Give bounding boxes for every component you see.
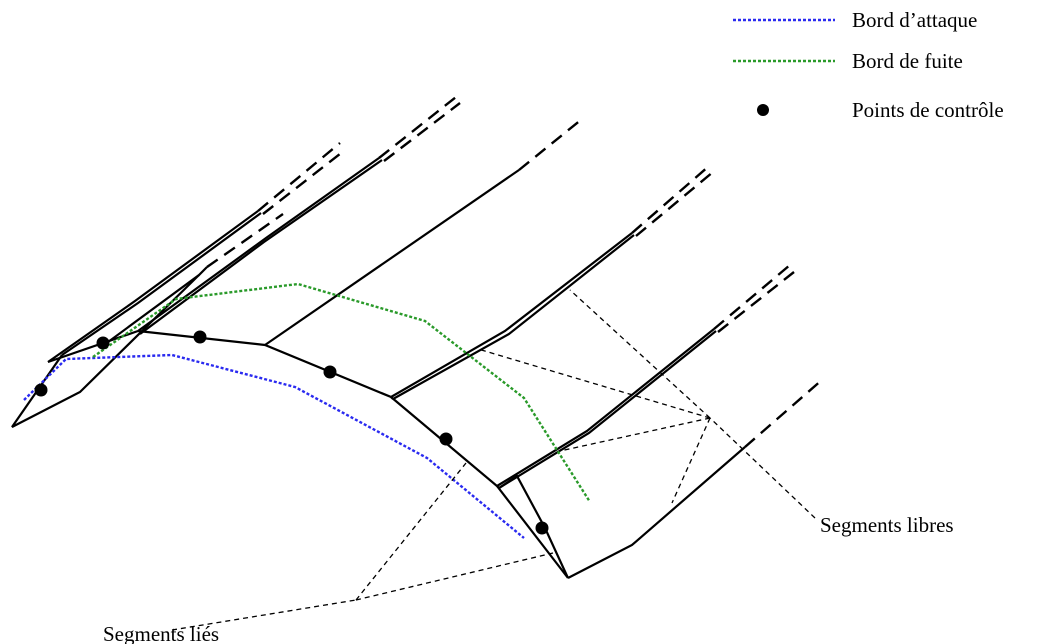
vortex-leg xyxy=(496,328,715,487)
bound-segments xyxy=(11,274,569,579)
free-segments-label: Segments libres xyxy=(820,513,954,537)
leader-line xyxy=(171,599,357,631)
vortex-leg-dash xyxy=(631,165,710,234)
vortex-leg-dash xyxy=(378,96,457,159)
free-vortex-dashes xyxy=(206,96,824,448)
vortex-leg-dash xyxy=(635,171,714,237)
wing-root-outline xyxy=(11,274,200,428)
leader-line xyxy=(671,417,711,504)
legend: Bord d’attaque Bord de fuite Points de c… xyxy=(733,8,1004,122)
vortex-leg xyxy=(61,212,262,356)
control-point xyxy=(323,365,337,379)
control-point xyxy=(34,383,48,397)
vortex-leg xyxy=(139,159,383,335)
control-point xyxy=(535,521,549,535)
vortex-leg-dash xyxy=(713,264,791,330)
vortex-leg xyxy=(47,210,259,363)
free-segments-leaders xyxy=(477,289,816,519)
legend-control-point-marker xyxy=(757,104,769,116)
control-point xyxy=(439,432,453,446)
vortex-leg-dash xyxy=(257,142,341,212)
bound-vortex-line xyxy=(137,329,569,579)
legend-leading-edge-label: Bord d’attaque xyxy=(852,8,977,32)
leader-line xyxy=(709,417,816,519)
vortex-leg xyxy=(390,232,633,398)
control-points xyxy=(34,330,549,535)
vortex-leg-dash xyxy=(518,118,583,171)
leader-line xyxy=(559,417,711,452)
leader-line xyxy=(477,348,711,419)
bound-segments-label: Segments liés xyxy=(103,622,219,644)
bound-segments-leaders xyxy=(171,462,554,631)
vortex-leg xyxy=(137,157,380,332)
vortex-leg xyxy=(264,169,520,346)
bound-vortex-line xyxy=(390,396,394,400)
leader-line xyxy=(355,462,467,601)
vortex-leg-dash xyxy=(206,213,284,268)
legend-trailing-edge-label: Bord de fuite xyxy=(852,49,963,73)
leader-line xyxy=(355,552,554,601)
vortex-leg xyxy=(392,234,635,400)
free-vortex-legs xyxy=(47,157,746,579)
legend-control-points-label: Points de contrôle xyxy=(852,98,1004,122)
bound-vortex-line xyxy=(496,474,569,579)
trailing-edge-line xyxy=(92,282,592,503)
leading-edge-line xyxy=(23,353,525,539)
vortex-leg-dash xyxy=(717,271,795,333)
control-point xyxy=(193,330,207,344)
vortex-leg-dash xyxy=(383,102,461,162)
vortex-leg-dash xyxy=(744,378,824,448)
vortex-leg xyxy=(498,330,717,489)
control-point xyxy=(96,336,110,350)
leader-line xyxy=(569,289,711,419)
vortex-leg-dash xyxy=(262,149,346,215)
vortex-leg xyxy=(567,446,746,579)
